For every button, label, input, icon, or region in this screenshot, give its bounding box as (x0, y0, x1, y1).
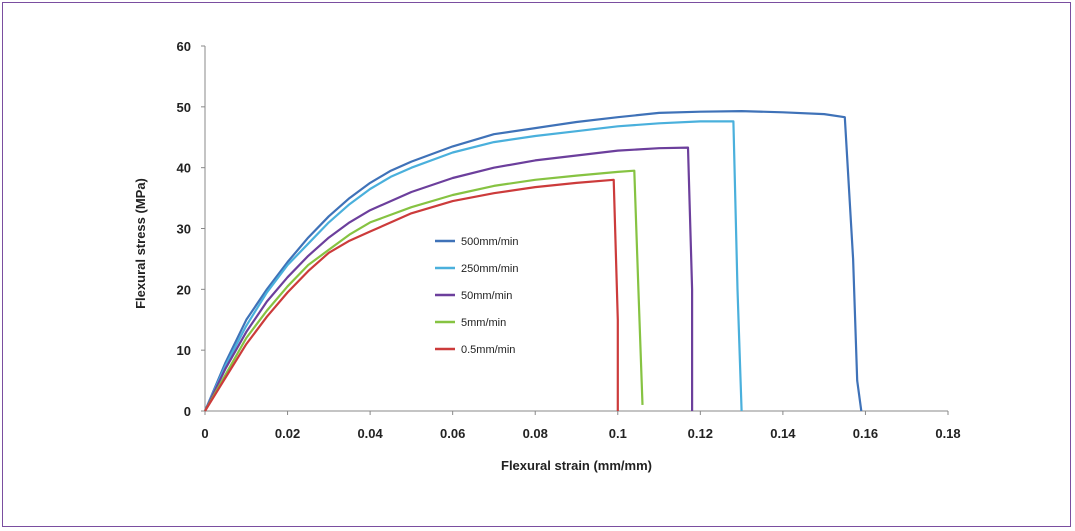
legend: 500mm/min 250mm/min 50mm/min 5mm/min 0.5mm/m… (435, 236, 518, 356)
y-tick-label: 0 (184, 404, 191, 419)
x-tick-label: 0.16 (853, 426, 878, 441)
x-axis-title: Flexural strain (mm/mm) (501, 458, 652, 473)
y-tick-label: 60 (177, 39, 191, 54)
legend-label-0: 500mm/min (461, 236, 518, 248)
x-tick-label: 0.14 (770, 426, 796, 441)
y-tick-label: 20 (177, 282, 191, 297)
x-tick-label: 0.1 (609, 426, 627, 441)
x-tick-label: 0.12 (688, 426, 713, 441)
series-line-3 (204, 169, 644, 412)
y-tick-label: 10 (177, 343, 191, 358)
legend-label-2: 50mm/min (461, 290, 512, 302)
series-line-1 (203, 120, 743, 412)
x-tick-label: 0.06 (440, 426, 465, 441)
series-layer (203, 110, 863, 412)
y-axis-title: Flexural stress (MPa) (133, 178, 148, 309)
y-tick-label: 50 (177, 100, 191, 115)
y-tick-label: 40 (177, 161, 191, 176)
y-tick-label: 30 (177, 222, 191, 237)
axes: 0 0.02 0.04 0.06 0.08 0.1 0.12 0.14 0.16 0.18 0 10 2… (177, 39, 961, 441)
x-tick-label: 0.18 (935, 426, 960, 441)
legend-label-1: 250mm/min (461, 263, 518, 275)
series-line-2 (204, 146, 694, 412)
x-tick-label: 0.08 (523, 426, 548, 441)
series-line-0 (203, 110, 863, 412)
x-tick-label: 0.02 (275, 426, 300, 441)
series-line-4 (204, 178, 619, 412)
flexural-chart: 0 0.02 0.04 0.06 0.08 0.1 0.12 0.14 0.16 0.18 0 10 2… (133, 39, 961, 473)
x-tick-label: 0.04 (357, 426, 383, 441)
legend-label-4: 0.5mm/min (461, 344, 515, 356)
legend-label-3: 5mm/min (461, 317, 506, 329)
x-tick-label: 0 (201, 426, 208, 441)
